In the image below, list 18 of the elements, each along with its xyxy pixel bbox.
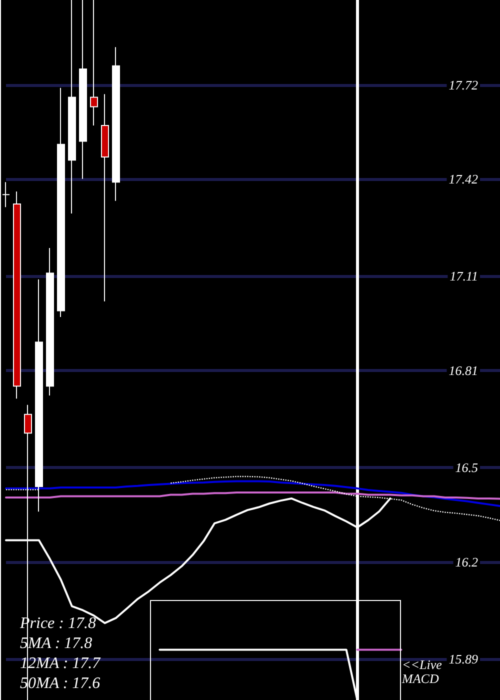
line-series xyxy=(5,492,500,500)
candlestick xyxy=(90,0,98,126)
line-series xyxy=(5,480,500,508)
candlestick xyxy=(68,0,76,214)
candlestick xyxy=(79,0,87,180)
candlestick xyxy=(13,190,21,400)
y-tick-label: 16.81 xyxy=(448,362,478,378)
y-tick-label: 17.42 xyxy=(448,171,478,186)
candlestick xyxy=(112,46,120,202)
y-tick-label: 16.2 xyxy=(455,554,478,570)
y-tick-label: 17.11 xyxy=(450,268,478,284)
candlestick xyxy=(57,87,65,318)
y-tick-label: 17.72 xyxy=(448,77,478,92)
y-tick-label: 15.89 xyxy=(448,652,478,667)
candlestick xyxy=(46,247,54,396)
y-tick-label: 16.5 xyxy=(455,460,478,476)
annotation: <<Live MACD xyxy=(402,657,443,686)
candlestick xyxy=(101,94,109,302)
